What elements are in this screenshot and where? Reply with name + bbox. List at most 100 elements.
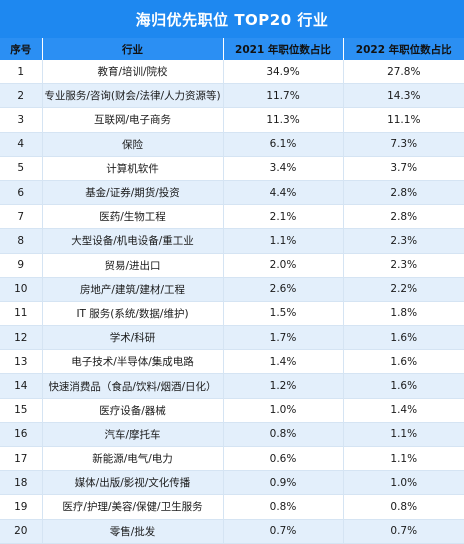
- share-2021-cell: 0.9%: [223, 470, 344, 496]
- row-number-cell: 15: [0, 398, 43, 423]
- share-2022-cell: 1.8%: [343, 301, 464, 327]
- share-2022-cell: 1.6%: [343, 373, 464, 399]
- industry-cell: 医疗/护理/美容/保健/卫生服务: [42, 494, 224, 520]
- share-2021-cell: 1.1%: [223, 228, 344, 254]
- table-row: 16 汽车/摩托车 0.8% 1.1%: [0, 422, 464, 448]
- share-2021-cell: 34.9%: [223, 60, 344, 85]
- share-2022-cell: 27.8%: [343, 60, 464, 85]
- share-2022-cell: 14.3%: [343, 83, 464, 109]
- industry-cell: 零售/批发: [42, 519, 224, 544]
- share-2022-cell: 1.4%: [343, 398, 464, 423]
- table-row: 5 计算机软件 3.4% 3.7%: [0, 156, 464, 181]
- row-number-cell: 13: [0, 349, 43, 375]
- share-2022-cell: 1.1%: [343, 422, 464, 448]
- share-2021-cell: 6.1%: [223, 132, 344, 157]
- row-number-cell: 17: [0, 446, 43, 472]
- share-2022-cell: 0.8%: [343, 494, 464, 520]
- industry-cell: 医疗设备/器械: [42, 398, 224, 423]
- industry-table: 序号 行业 2021 年职位数占比 2022 年职位数占比 1 教育/培训/院校 3…: [0, 38, 464, 544]
- row-number-cell: 5: [0, 156, 43, 181]
- table-header-row: 序号 行业 2021 年职位数占比 2022 年职位数占比: [0, 38, 464, 60]
- industry-cell: IT 服务(系统/数据/维护): [42, 301, 224, 327]
- table-row: 20 零售/批发 0.7% 0.7%: [0, 519, 464, 544]
- share-2021-cell: 0.8%: [223, 422, 344, 448]
- table-row: 3 互联网/电子商务 11.3% 11.1%: [0, 107, 464, 133]
- industry-cell: 医药/生物工程: [42, 204, 224, 230]
- share-2021-cell: 1.4%: [223, 349, 344, 375]
- industry-cell: 教育/培训/院校: [42, 60, 224, 85]
- row-number-cell: 20: [0, 519, 43, 544]
- industry-cell: 快速消费品（食品/饮料/烟酒/日化）: [42, 373, 224, 399]
- share-2021-cell: 11.7%: [223, 83, 344, 109]
- share-2021-cell: 1.5%: [223, 301, 344, 327]
- table-row: 17 新能源/电气/电力 0.6% 1.1%: [0, 446, 464, 472]
- table-row: 15 医疗设备/器械 1.0% 1.4%: [0, 398, 464, 423]
- industry-cell: 保险: [42, 132, 224, 157]
- row-number-cell: 7: [0, 204, 43, 230]
- share-2021-cell: 0.8%: [223, 494, 344, 520]
- industry-cell: 房地产/建筑/建材/工程: [42, 277, 224, 302]
- row-number-cell: 19: [0, 494, 43, 520]
- industry-cell: 互联网/电子商务: [42, 107, 224, 133]
- row-number-cell: 4: [0, 132, 43, 157]
- row-number-cell: 6: [0, 180, 43, 206]
- share-2022-cell: 2.3%: [343, 228, 464, 254]
- table-row: 12 学术/科研 1.7% 1.6%: [0, 325, 464, 351]
- industry-cell: 专业服务/咨询(财会/法律/人力资源等): [42, 83, 224, 109]
- table-row: 13 电子技术/半导体/集成电路 1.4% 1.6%: [0, 349, 464, 375]
- row-number-cell: 1: [0, 60, 43, 85]
- row-number-cell: 14: [0, 373, 43, 399]
- row-number-cell: 18: [0, 470, 43, 496]
- share-2022-cell: 0.7%: [343, 519, 464, 544]
- share-2022-cell: 2.8%: [343, 180, 464, 206]
- industry-cell: 汽车/摩托车: [42, 422, 224, 448]
- table-row: 18 媒体/出版/影视/文化传播 0.9% 1.0%: [0, 470, 464, 496]
- table-row: 14 快速消费品（食品/饮料/烟酒/日化） 1.2% 1.6%: [0, 373, 464, 399]
- share-2022-cell: 7.3%: [343, 132, 464, 157]
- table-row: 19 医疗/护理/美容/保健/卫生服务 0.8% 0.8%: [0, 494, 464, 520]
- table-row: 11 IT 服务(系统/数据/维护) 1.5% 1.8%: [0, 301, 464, 327]
- header-no: 序号: [0, 38, 43, 60]
- share-2022-cell: 1.0%: [343, 470, 464, 496]
- row-number-cell: 8: [0, 228, 43, 254]
- share-2022-cell: 1.6%: [343, 325, 464, 351]
- share-2021-cell: 0.6%: [223, 446, 344, 472]
- table-row: 8 大型设备/机电设备/重工业 1.1% 2.3%: [0, 228, 464, 254]
- table-row: 10 房地产/建筑/建材/工程 2.6% 2.2%: [0, 277, 464, 302]
- share-2022-cell: 2.3%: [343, 253, 464, 278]
- share-2022-cell: 1.1%: [343, 446, 464, 472]
- header-2021-share: 2021 年职位数占比: [223, 38, 344, 60]
- share-2022-cell: 1.6%: [343, 349, 464, 375]
- industry-cell: 新能源/电气/电力: [42, 446, 224, 472]
- share-2022-cell: 11.1%: [343, 107, 464, 133]
- share-2021-cell: 3.4%: [223, 156, 344, 181]
- row-number-cell: 9: [0, 253, 43, 278]
- share-2021-cell: 0.7%: [223, 519, 344, 544]
- industry-cell: 媒体/出版/影视/文化传播: [42, 470, 224, 496]
- row-number-cell: 2: [0, 83, 43, 109]
- row-number-cell: 12: [0, 325, 43, 351]
- row-number-cell: 3: [0, 107, 43, 133]
- share-2021-cell: 2.1%: [223, 204, 344, 230]
- industry-cell: 学术/科研: [42, 325, 224, 351]
- page-title: 海归优先职位 TOP20 行业: [0, 0, 464, 38]
- industry-cell: 贸易/进出口: [42, 253, 224, 278]
- table-row: 9 贸易/进出口 2.0% 2.3%: [0, 253, 464, 278]
- share-2021-cell: 11.3%: [223, 107, 344, 133]
- share-2022-cell: 2.8%: [343, 204, 464, 230]
- industry-cell: 电子技术/半导体/集成电路: [42, 349, 224, 375]
- row-number-cell: 16: [0, 422, 43, 448]
- row-number-cell: 10: [0, 277, 43, 302]
- table-row: 6 基金/证券/期货/投资 4.4% 2.8%: [0, 180, 464, 206]
- share-2021-cell: 2.0%: [223, 253, 344, 278]
- table-row: 4 保险 6.1% 7.3%: [0, 132, 464, 157]
- share-2021-cell: 4.4%: [223, 180, 344, 206]
- industry-cell: 计算机软件: [42, 156, 224, 181]
- industry-cell: 基金/证券/期货/投资: [42, 180, 224, 206]
- share-2021-cell: 1.2%: [223, 373, 344, 399]
- share-2021-cell: 1.0%: [223, 398, 344, 423]
- table-row: 7 医药/生物工程 2.1% 2.8%: [0, 204, 464, 230]
- table-row: 2 专业服务/咨询(财会/法律/人力资源等) 11.7% 14.3%: [0, 83, 464, 109]
- industry-cell: 大型设备/机电设备/重工业: [42, 228, 224, 254]
